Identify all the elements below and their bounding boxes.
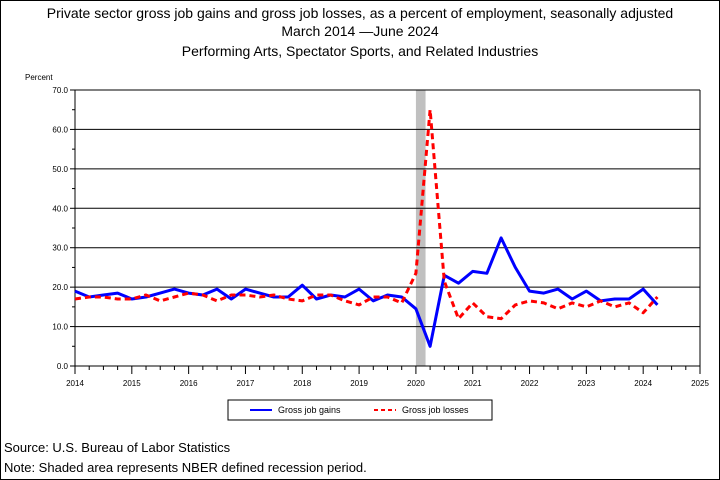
y-tick-label: 20.0 — [52, 283, 68, 292]
x-tick-label: 2016 — [180, 379, 198, 388]
y-tick-label: 60.0 — [52, 125, 68, 134]
legend-box — [227, 399, 493, 421]
source-note: Source: U.S. Bureau of Labor Statistics — [4, 440, 231, 455]
y-tick-label: 0.0 — [57, 362, 69, 371]
x-tick-label: 2023 — [577, 379, 595, 388]
chart-date-range: March 2014 —June 2024 — [281, 23, 439, 39]
y-tick-label: 10.0 — [52, 323, 68, 332]
y-tick-label: 30.0 — [52, 244, 68, 253]
series-line-gross-job-losses — [74, 108, 659, 321]
x-tick-label: 2019 — [350, 379, 368, 388]
legend-label: Gross job losses — [402, 405, 469, 415]
x-tick-label: 2025 — [691, 379, 709, 388]
y-axis-label: Percent — [25, 73, 53, 82]
chart-title: Private sector gross job gains and gross… — [46, 5, 674, 21]
x-tick-label: 2024 — [634, 379, 652, 388]
x-tick-label: 2014 — [66, 379, 84, 388]
legend-label: Gross job gains — [278, 405, 341, 415]
x-tick-label: 2020 — [407, 379, 425, 388]
chart-subtitle: Performing Arts, Spectator Sports, and R… — [181, 43, 539, 59]
recession-shading — [415, 90, 426, 366]
x-tick-label: 2021 — [464, 379, 482, 388]
x-tick-label: 2015 — [123, 379, 141, 388]
y-tick-label: 50.0 — [52, 165, 68, 174]
series-line-gross-job-gains — [74, 236, 659, 348]
line-chart: 0.0 10.0 20.0 30.0 40.0 50.0 60.0 70.0 Percent 20… — [25, 73, 709, 421]
x-tick-label: 2017 — [237, 379, 255, 388]
recession-note: Note: Shaded area represents NBER define… — [4, 460, 367, 475]
y-tick-label: 70.0 — [52, 86, 68, 95]
x-tick-label: 2022 — [521, 379, 539, 388]
x-tick-label: 2018 — [293, 379, 311, 388]
y-tick-label: 40.0 — [52, 204, 68, 213]
